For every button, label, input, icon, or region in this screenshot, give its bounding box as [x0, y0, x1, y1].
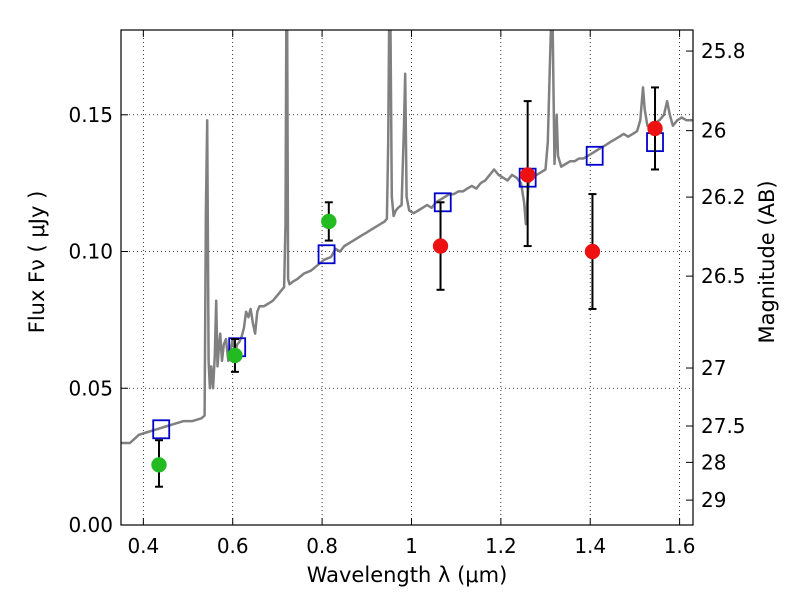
right-tick-label: 26.2	[701, 185, 746, 209]
x-tick-label: 1	[405, 534, 418, 558]
red-data-point	[584, 243, 601, 260]
y-tick-label: 0.15	[68, 103, 113, 127]
green-data-point	[321, 213, 337, 230]
right-tick-label: 29	[701, 488, 726, 512]
right-tick-label: 26	[701, 119, 726, 143]
right-tick-label: 25.8	[701, 39, 746, 63]
red-data-point	[432, 238, 449, 254]
plot-background	[121, 30, 693, 525]
model-box-point	[433, 192, 452, 213]
x-tick-label: 0.8	[306, 534, 338, 558]
right-tick-label: 27.5	[701, 414, 746, 438]
x-tick-label: 1.4	[574, 534, 606, 558]
y-tick-label: 0.05	[68, 376, 113, 400]
x-tick-label: 0.6	[217, 534, 249, 558]
axis-ticks: 0.4 0.6 0.8 1 1.2 1.4 1.6 0.00 0.05 0.10 0.15 25.8 2…	[68, 30, 746, 558]
right-tick-label: 26.5	[701, 264, 746, 288]
x-axis-label: Wavelength λ (μm)	[307, 563, 508, 587]
red-data-point	[519, 167, 536, 183]
x-tick-label: 1.2	[485, 534, 517, 558]
red-data-point	[647, 120, 663, 137]
data-layer	[121, 30, 693, 488]
model-box-point	[585, 145, 604, 166]
y-axis-label: Flux Fν ( μJy )	[25, 191, 49, 334]
green-data-point	[151, 457, 167, 473]
model-box-point	[152, 419, 171, 440]
right-tick-label: 28	[701, 450, 726, 474]
plot-frame	[120, 29, 694, 526]
x-tick-label: 1.6	[664, 534, 696, 558]
right-tick-label: 27	[701, 356, 726, 380]
green-data-point	[227, 347, 243, 364]
y-tick-label: 0.00	[68, 513, 113, 537]
x-tick-label: 0.4	[127, 534, 159, 558]
y-tick-label: 0.10	[68, 240, 113, 264]
model-box-point	[317, 244, 336, 265]
right-axis-label: Magnitude (AB)	[755, 180, 779, 343]
